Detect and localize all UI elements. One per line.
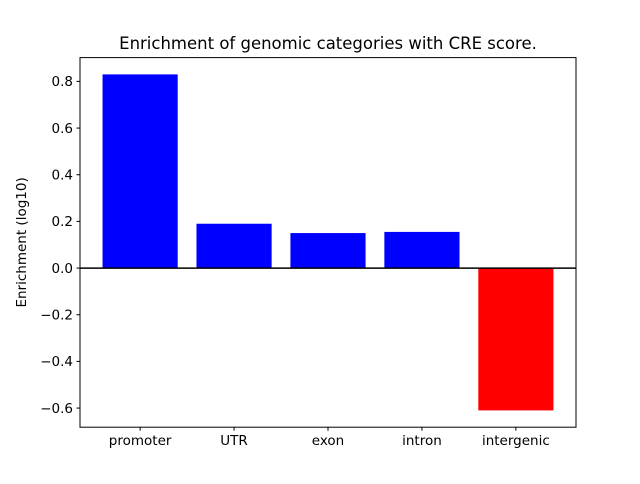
bar-UTR bbox=[196, 223, 272, 269]
x-tick-label-intron: intron bbox=[402, 433, 442, 449]
y-tick-label: −0.4 bbox=[40, 354, 73, 370]
bar-intron bbox=[384, 231, 460, 269]
y-tick-label: −0.6 bbox=[40, 401, 73, 417]
y-tick-label: 0.0 bbox=[52, 261, 73, 277]
x-tick-label-promoter: promoter bbox=[109, 433, 172, 449]
y-tick-label: 0.8 bbox=[52, 74, 73, 90]
chart-title: Enrichment of genomic categories with CR… bbox=[119, 34, 537, 53]
x-tick-label-intergenic: intergenic bbox=[482, 433, 550, 449]
x-axis-ticks: promoter UTR exon intron intergenic bbox=[109, 427, 550, 449]
bar-exon bbox=[290, 233, 366, 269]
x-tick-label-UTR: UTR bbox=[220, 433, 248, 449]
y-tick-label: −0.2 bbox=[40, 308, 73, 324]
bars-group bbox=[102, 74, 554, 411]
x-tick-label-exon: exon bbox=[312, 433, 344, 449]
y-axis-ticks: −0.6 −0.4 −0.2 0.0 0.2 0.4 0.6 0.8 bbox=[40, 74, 80, 417]
y-axis-label: Enrichment (log10) bbox=[14, 177, 30, 307]
y-tick-label: 0.6 bbox=[52, 121, 73, 137]
bar-intergenic bbox=[478, 268, 554, 411]
y-tick-label: 0.4 bbox=[52, 168, 73, 184]
y-tick-label: 0.2 bbox=[52, 214, 73, 230]
bar-promoter bbox=[102, 74, 178, 269]
